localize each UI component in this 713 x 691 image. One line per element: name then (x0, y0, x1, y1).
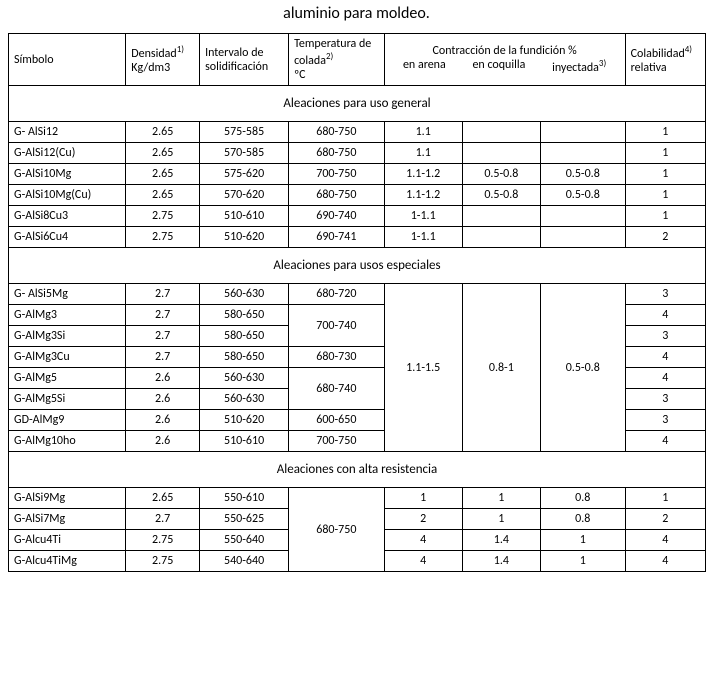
table-row: G-AlSi8Cu32.75510-610690-7401-1.11 (9, 206, 706, 227)
table-row: G-AlSi9Mg2.65550-610 680-750 110.81 (9, 488, 706, 509)
contr-iny-merged: 0.5-0.8 (540, 284, 625, 452)
title: aluminio para moldeo. (0, 4, 713, 23)
contr-coq-merged: 0.8-1 (462, 284, 540, 452)
table-row: G-AlSi12(Cu)2.65570-585680-7501.11 (9, 143, 706, 164)
temp-merged: 680-750 (289, 488, 385, 572)
hdr-iny: inyectada3) (552, 58, 606, 75)
contr-arena-merged: 1.1-1.5 (384, 284, 462, 452)
hdr-temp: Temperatura de colada2) ºC (289, 34, 385, 86)
hdr-densidad: Densidad1) Kg/dm3 (126, 34, 200, 86)
section-resistencia: Aleaciones con alta resistencia (9, 452, 706, 488)
hdr-coq: en coquilla (472, 58, 525, 75)
hdr-simbolo: Símbolo (9, 34, 126, 86)
section-especiales: Aleaciones para usos especiales (9, 248, 706, 284)
table-row: G- AlSi5Mg2.7560-630680-720 1.1-1.5 0.8-… (9, 284, 706, 305)
hdr-arena: en arena (403, 58, 446, 75)
hdr-colab: Colabilidad4) relativa (625, 34, 705, 86)
table-row: G-AlSi10Mg(Cu)2.65570-620680-7501.1-1.20… (9, 185, 706, 206)
section-general: Aleaciones para uso general (9, 86, 706, 122)
table-row: G-AlSi10Mg2.65575-620700-7501.1-1.20.5-0… (9, 164, 706, 185)
table-row: G- AlSi122.65575-585680-7501.11 (9, 122, 706, 143)
hdr-contr: Contracción de la fundición % en arena e… (384, 34, 625, 86)
hdr-intervalo: Intervalo de solidificación (200, 34, 289, 86)
table-row: G-AlSi6Cu42.75510-620690-7411-1.12 (9, 227, 706, 248)
header-row: Símbolo Densidad1) Kg/dm3 Intervalo de s… (9, 34, 706, 86)
alloy-table: Símbolo Densidad1) Kg/dm3 Intervalo de s… (8, 33, 706, 572)
